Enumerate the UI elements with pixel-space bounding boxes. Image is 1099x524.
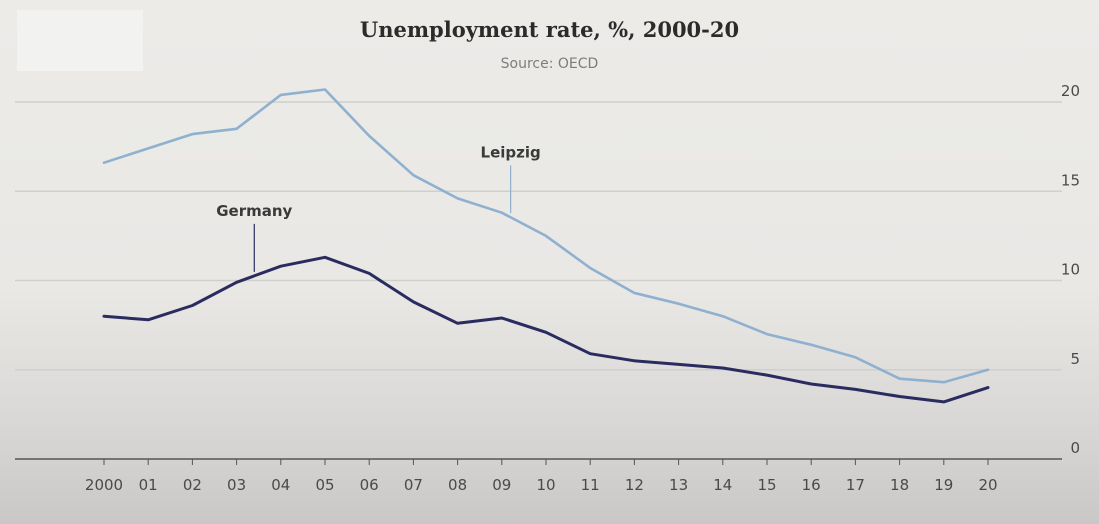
x-tick-label: 09	[492, 476, 511, 494]
x-tick-label: 11	[581, 476, 600, 494]
x-tick-label: 20	[978, 476, 997, 494]
y-tick-label: 0	[1070, 439, 1080, 457]
logo-placeholder	[17, 10, 143, 71]
x-tick-label: 12	[625, 476, 644, 494]
series-line-germany	[102, 255, 990, 404]
x-tick-label: 08	[448, 476, 467, 494]
x-tick-label: 16	[802, 476, 821, 494]
chart-subtitle: Source: OECD	[500, 56, 599, 72]
x-tick-label: 13	[669, 476, 688, 494]
y-tick-label: 15	[1061, 171, 1080, 189]
y-tick-label: 20	[1061, 82, 1080, 100]
x-tick-label: 10	[536, 476, 555, 494]
x-tick-label: 17	[846, 476, 865, 494]
series-line-leipzig	[102, 88, 990, 384]
y-tick-label: 10	[1061, 261, 1080, 279]
y-tick-label: 5	[1070, 350, 1080, 368]
x-tick-label: 07	[404, 476, 423, 494]
x-tick-label: 04	[271, 476, 290, 494]
x-tick-label: 06	[360, 476, 379, 494]
x-tick-label: 02	[183, 476, 202, 494]
x-tick-label: 05	[315, 476, 334, 494]
x-tick-label: 15	[757, 476, 776, 494]
chart-title: Unemployment rate, %, 2000-20	[359, 17, 740, 42]
x-tick-label: 2000	[85, 476, 123, 494]
series-label-leipzig: Leipzig	[481, 143, 541, 161]
x-tick-label: 14	[713, 476, 732, 494]
series-label-germany: Germany	[216, 202, 292, 220]
x-tick-label: 01	[139, 476, 158, 494]
x-tick-label: 03	[227, 476, 246, 494]
x-tick-label: 18	[890, 476, 909, 494]
x-tick-label: 19	[934, 476, 953, 494]
